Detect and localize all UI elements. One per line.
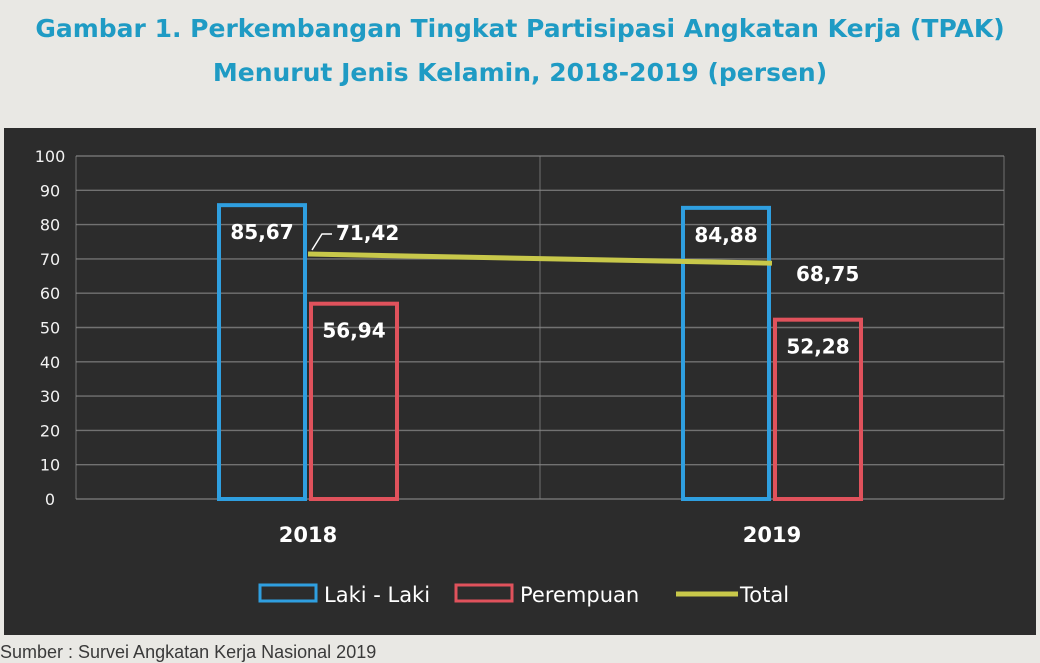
data-label: 84,88 [694,223,757,247]
data-label: 71,42 [336,221,399,245]
leader-line [311,233,332,251]
legend-label: Total [739,583,789,607]
y-tick-label: 20 [40,421,60,440]
chart-title-line-1: Gambar 1. Perkembangan Tingkat Partisipa… [35,14,1005,43]
y-tick-label: 80 [40,216,60,235]
bar-laki-laki-2019 [681,205,771,501]
bar-laki-laki-2018 [217,203,307,502]
y-tick-label: 90 [40,181,60,200]
chart-svg: 85,67 84,88 56,94 52,28 71,42 68,75 0 10 20 30 40… [35,147,1005,607]
y-tick-label: 10 [40,456,60,475]
data-label: 68,75 [796,262,859,286]
y-tick-label: 0 [45,490,55,509]
legend-label: Perempuan [520,583,639,607]
y-tick-label: 40 [40,353,60,372]
data-label: 52,28 [786,335,849,359]
chart-title-line-2: Menurut Jenis Kelamin, 2018-2019 (persen… [212,58,828,87]
x-category-label: 2018 [279,523,337,547]
source-note: Sumber : Survei Angkatan Kerja Nasional … [0,642,377,662]
total-line [307,251,773,266]
y-tick-label: 60 [40,284,60,303]
data-label: 56,94 [322,319,385,343]
data-label: 85,67 [230,220,293,244]
legend-swatch [258,583,318,603]
y-tick-label: 100 [35,147,66,166]
y-tick-label: 50 [40,319,60,338]
bar-perempuan-2019 [773,317,863,501]
y-tick-label: 70 [40,250,60,269]
bar-perempuan-2018 [309,301,399,501]
y-tick-label: 30 [40,387,60,406]
x-category-label: 2019 [743,523,801,547]
legend-swatch [454,583,514,603]
chart-panel: 85,67 84,88 56,94 52,28 71,42 68,75 0 10 20 30 40… [4,128,1036,635]
legend-label: Laki - Laki [324,583,430,607]
